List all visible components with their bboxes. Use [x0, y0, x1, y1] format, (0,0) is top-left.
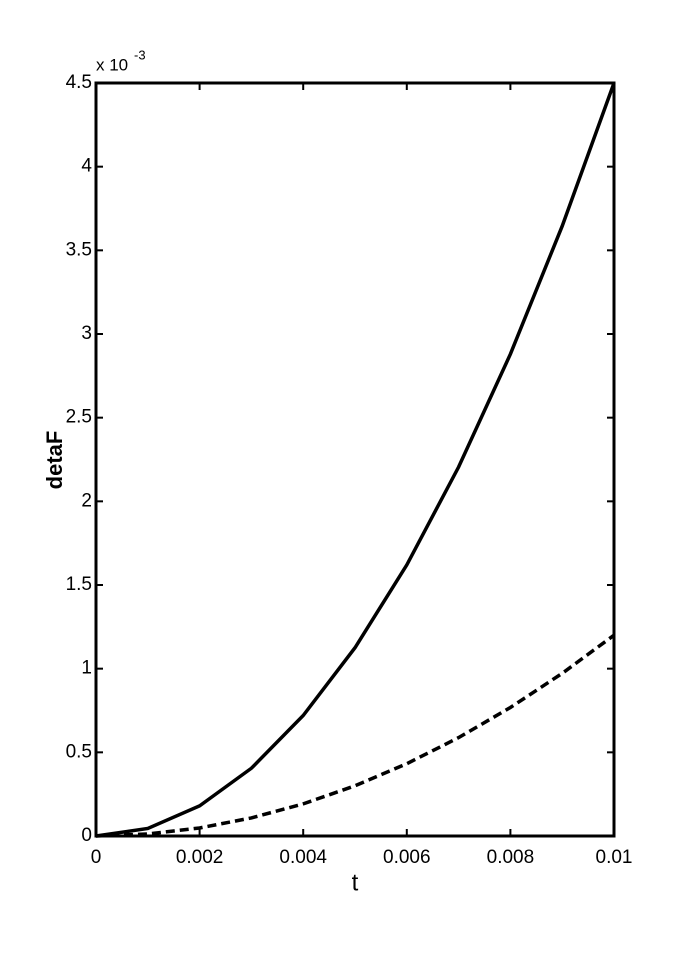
- y-tick-label: 2: [81, 490, 92, 511]
- y-tick-label: 4: [81, 156, 92, 177]
- x-tick-label: 0.006: [383, 847, 431, 868]
- y-tick-label: 3: [81, 323, 92, 344]
- y-tick-label: 0.5: [66, 741, 92, 762]
- x-tick-label: 0.008: [487, 847, 535, 868]
- y-tick-label: 3.5: [66, 239, 92, 260]
- y-tick-label: 0: [81, 825, 92, 846]
- x-tick-label: 0.01: [596, 847, 633, 868]
- y-tick-label: 1.5: [66, 574, 92, 595]
- x-axis-label: t: [352, 869, 359, 896]
- x-tick-label: 0: [91, 847, 102, 868]
- x-tick-label: 0.002: [176, 847, 224, 868]
- y-axis-label: detaF: [42, 431, 67, 490]
- line-series: [95, 633, 616, 838]
- y-tick-label: 1: [81, 658, 92, 679]
- y-scale-label: x 10: [96, 55, 128, 74]
- y-scale-exponent: -3: [134, 47, 146, 62]
- plot-frame: [94, 81, 616, 838]
- line-series: [95, 82, 616, 838]
- y-tick-label: 2.5: [66, 407, 92, 428]
- x-tick-label: 0.004: [279, 847, 327, 868]
- y-tick-label: 4.5: [66, 72, 92, 93]
